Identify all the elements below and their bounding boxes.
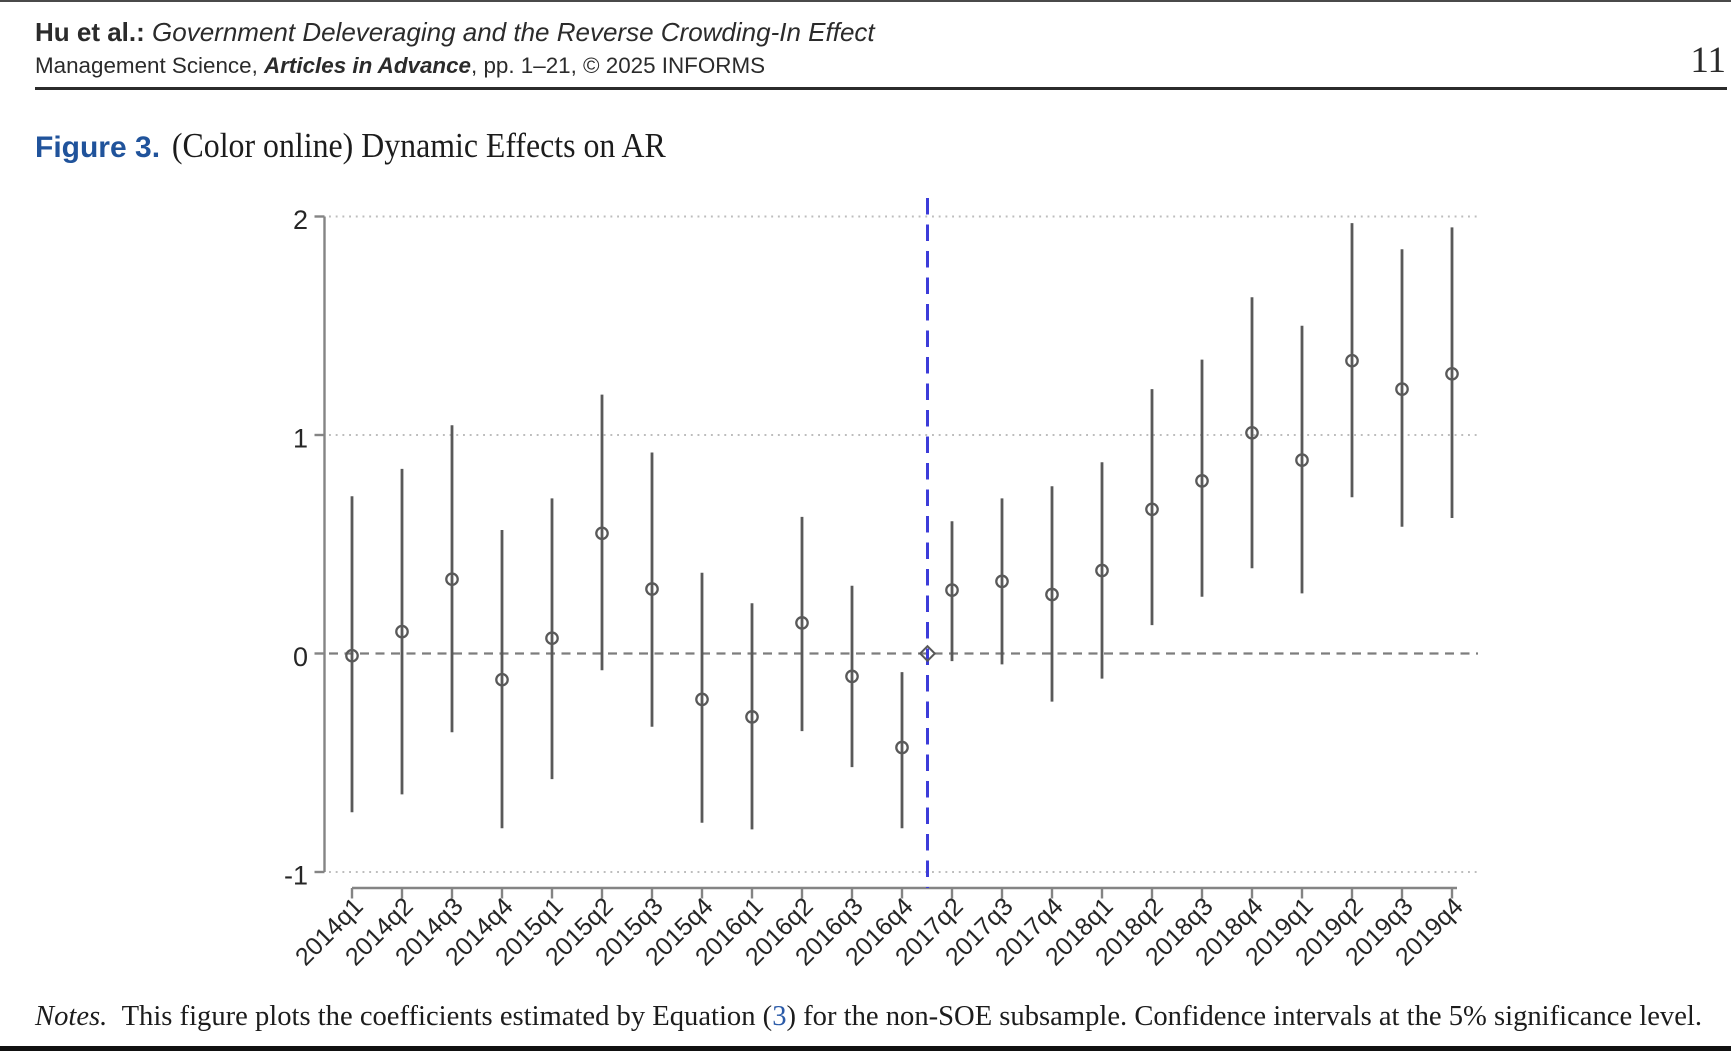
svg-text:2: 2 [293, 205, 308, 235]
svg-text:1: 1 [293, 424, 308, 454]
svg-text:0: 0 [293, 642, 308, 672]
svg-text:-1: -1 [284, 861, 308, 891]
